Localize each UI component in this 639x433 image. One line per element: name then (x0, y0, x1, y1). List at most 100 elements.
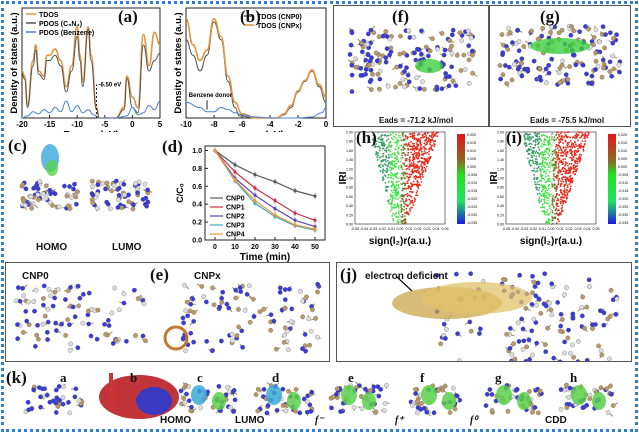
scatter-point (376, 140, 378, 143)
scatter-point (577, 148, 579, 150)
atom (55, 287, 61, 292)
x-tick-label: 0.00 (548, 227, 555, 231)
scatter-point (429, 143, 432, 146)
scatter-point (531, 151, 533, 154)
scatter-point (575, 157, 578, 160)
atom (210, 285, 215, 291)
scatter-point (422, 170, 425, 172)
atom (198, 405, 204, 411)
scatter-point (384, 149, 386, 152)
atom (499, 32, 505, 37)
scatter-point (388, 202, 391, 205)
scatter-point (557, 170, 560, 173)
scatter-point (409, 156, 411, 159)
atom (557, 359, 563, 365)
atom (570, 342, 575, 348)
legend-label: CNP4 (226, 232, 245, 239)
colorbar-tick-label: -0.015 (618, 189, 628, 193)
atom (59, 321, 64, 327)
scatter-point (390, 189, 393, 192)
colorbar-tick-label: 0.020 (618, 133, 627, 137)
atom (288, 319, 294, 324)
benzene-ring (163, 325, 189, 351)
scatter-point (386, 134, 389, 137)
scatter-point (414, 198, 416, 201)
scatter-point (582, 134, 585, 137)
esp-colorbar (109, 373, 113, 407)
scatter-point (547, 144, 550, 146)
scatter-point (392, 196, 395, 199)
atom (567, 401, 572, 407)
atom (217, 304, 223, 310)
atom (61, 384, 66, 390)
scatter-point (527, 149, 530, 152)
scatter-point (413, 136, 416, 139)
atom (596, 39, 602, 45)
scatter-point (570, 179, 573, 182)
x-tick-label: -0.03 (520, 227, 528, 231)
scatter-point (376, 156, 379, 159)
scatter-point (541, 174, 544, 177)
scatter-point (413, 152, 416, 155)
scatter-point (560, 149, 563, 152)
scatter-point (555, 207, 558, 210)
atom (42, 313, 48, 319)
scatter-point (560, 191, 563, 194)
scatter-point (562, 202, 565, 205)
y-tick-label: 0.0 (192, 238, 202, 245)
x-tick-label: 0 (130, 120, 135, 129)
atom (509, 77, 515, 83)
scatter-point (402, 174, 405, 177)
scatter-point (554, 217, 556, 220)
scatter-point (422, 136, 425, 139)
atom (380, 33, 386, 39)
scatter-point (536, 193, 539, 195)
atom (434, 272, 440, 278)
atom (67, 410, 73, 416)
scatter-point (409, 187, 412, 190)
atom (617, 69, 622, 75)
scatter-point (538, 137, 541, 140)
atom (46, 287, 52, 292)
scatter-point (383, 163, 386, 166)
atom (111, 183, 117, 188)
scatter-point (388, 173, 391, 176)
scatter-point (397, 177, 400, 180)
scatter-point (536, 132, 539, 135)
x-tick-label: -0.02 (378, 227, 386, 231)
atom (25, 399, 31, 405)
scatter-point (565, 155, 568, 158)
scatter-point (390, 146, 393, 148)
scatter-point (394, 175, 397, 178)
scatter-point (427, 160, 430, 162)
colorbar-tick-label: 0.020 (467, 133, 476, 137)
atom (13, 298, 19, 304)
scatter-point (572, 171, 575, 174)
scatter-point (392, 183, 394, 186)
scatter-point (540, 184, 543, 187)
atom (530, 352, 535, 358)
atom (52, 191, 58, 197)
atom (44, 330, 50, 335)
scatter-point (385, 154, 388, 157)
atom (183, 348, 188, 354)
atom (31, 387, 37, 393)
atom (417, 86, 423, 91)
scatter-point (586, 134, 589, 137)
scatter-point (406, 180, 409, 183)
scatter-point (415, 191, 418, 194)
atom (521, 44, 527, 49)
scatter-point (380, 160, 383, 163)
scatter-point (387, 149, 390, 152)
scatter-point (555, 166, 558, 169)
scatter-point (535, 155, 538, 158)
scatter-point (407, 142, 410, 145)
y-tick-label: 1.00 (346, 177, 353, 181)
scatter-point (409, 190, 412, 193)
atom (43, 183, 49, 189)
scatter-point (571, 154, 573, 156)
scatter-point (533, 140, 535, 143)
scatter-point (564, 178, 567, 181)
atom (378, 387, 384, 392)
scatter-point (551, 210, 554, 212)
